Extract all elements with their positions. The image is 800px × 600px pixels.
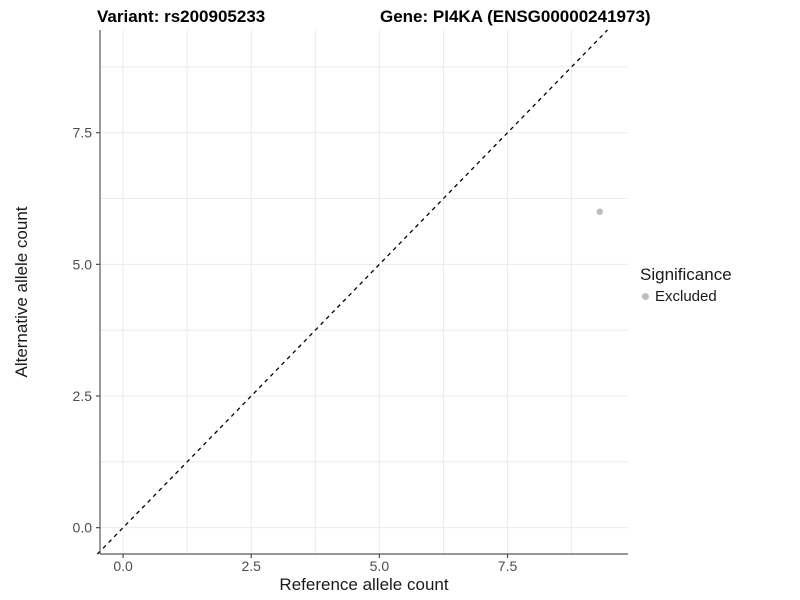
y-tick-label: 2.5 bbox=[73, 388, 93, 404]
variant-title: Variant: rs200905233 bbox=[97, 7, 266, 26]
x-tick-label: 2.5 bbox=[241, 558, 261, 574]
gene-title: Gene: PI4KA (ENSG00000241973) bbox=[380, 7, 651, 26]
legend-item-excluded: Excluded bbox=[642, 288, 732, 305]
x-tick-label: 0.0 bbox=[113, 558, 133, 574]
data-point bbox=[596, 208, 604, 215]
legend-point-icon bbox=[642, 293, 649, 300]
legend-title: Significance bbox=[640, 265, 732, 284]
x-tick-label: 7.5 bbox=[498, 558, 518, 574]
y-tick-label: 5.0 bbox=[73, 256, 93, 272]
y-tick-label: 0.0 bbox=[73, 520, 93, 536]
legend-item-label: Excluded bbox=[655, 288, 717, 305]
identity-line bbox=[96, 29, 608, 555]
legend: Significance Excluded bbox=[640, 265, 732, 305]
x-axis-label: Reference allele count bbox=[279, 575, 449, 594]
y-tick-label: 7.5 bbox=[73, 125, 93, 141]
x-tick-label: 5.0 bbox=[370, 558, 390, 574]
